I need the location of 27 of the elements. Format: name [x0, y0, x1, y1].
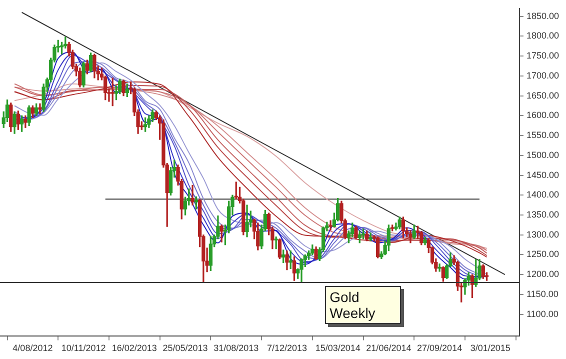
y-tick-label: 1450.00: [526, 170, 560, 180]
x-tick-label: 3/01/2015: [470, 343, 510, 354]
y-tick-label: 1600.00: [526, 110, 560, 120]
x-tick-label: 10/11/2012: [61, 343, 106, 354]
y-tick-label: 1550.00: [526, 130, 560, 140]
x-tick-label: 21/06/2014: [366, 343, 412, 354]
annotation: Gold Weekly: [324, 286, 401, 324]
y-tick-label: 1800.00: [526, 30, 560, 41]
x-tick-label: 31/08/2013: [214, 343, 259, 354]
y-tick-label: 1150.00: [526, 288, 558, 299]
y-tick-label: 1100.00: [526, 308, 558, 319]
y-tick-label: 1250.00: [526, 249, 560, 260]
y-tick-label: 1500.00: [526, 150, 560, 160]
x-tick-label: 25/05/2013: [162, 343, 208, 354]
y-tick-label: 1650.00: [526, 90, 560, 100]
y-tick-label: 1200.00: [526, 269, 560, 280]
y-tick-label: 1750.00: [526, 50, 560, 61]
y-tick-label: 1350.00: [526, 210, 560, 220]
x-tick-label: 4/08/2012: [12, 343, 53, 354]
x-tick-label: 27/09/2014: [417, 343, 462, 354]
x-tick-label: 16/02/2013: [112, 343, 157, 354]
y-tick-label: 1700.00: [526, 70, 560, 80]
y-tick-label: 1850.00: [526, 10, 560, 21]
x-tick-label: 7/12/2013: [266, 343, 307, 354]
x-tick-label: 15/03/2014: [315, 343, 360, 354]
y-tick-label: 1400.00: [526, 190, 560, 200]
y-tick-label: 1300.00: [526, 229, 560, 240]
